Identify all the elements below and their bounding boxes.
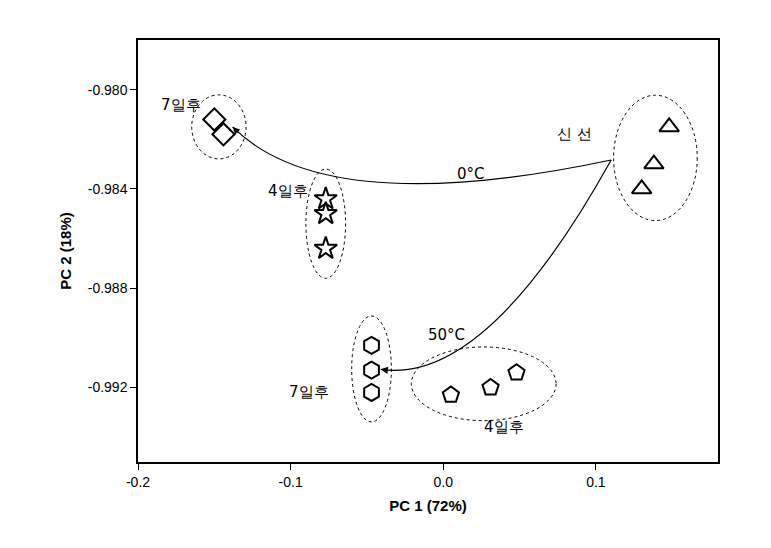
svg-text:-0.980: -0.980 bbox=[88, 82, 128, 98]
svg-text:4일후: 4일후 bbox=[484, 418, 524, 436]
svg-text:-0.1: -0.1 bbox=[279, 474, 303, 490]
svg-text:50°C: 50°C bbox=[428, 326, 465, 344]
svg-text:PC 2 (18%): PC 2 (18%) bbox=[57, 212, 74, 290]
svg-text:-0.2: -0.2 bbox=[126, 474, 150, 490]
svg-text:0.1: 0.1 bbox=[586, 474, 606, 490]
svg-text:0.0: 0.0 bbox=[434, 474, 454, 490]
svg-text:7일후: 7일후 bbox=[161, 96, 201, 114]
svg-text:-0.992: -0.992 bbox=[88, 379, 128, 395]
svg-text:0°C: 0°C bbox=[457, 165, 485, 183]
svg-text:7일후: 7일후 bbox=[289, 383, 329, 401]
svg-text:-0.984: -0.984 bbox=[88, 181, 128, 197]
svg-text:-0.988: -0.988 bbox=[88, 280, 128, 296]
svg-text:PC 1 (72%): PC 1 (72%) bbox=[389, 497, 467, 514]
svg-text:4일후: 4일후 bbox=[268, 182, 308, 200]
svg-text:신 선: 신 선 bbox=[557, 125, 592, 143]
